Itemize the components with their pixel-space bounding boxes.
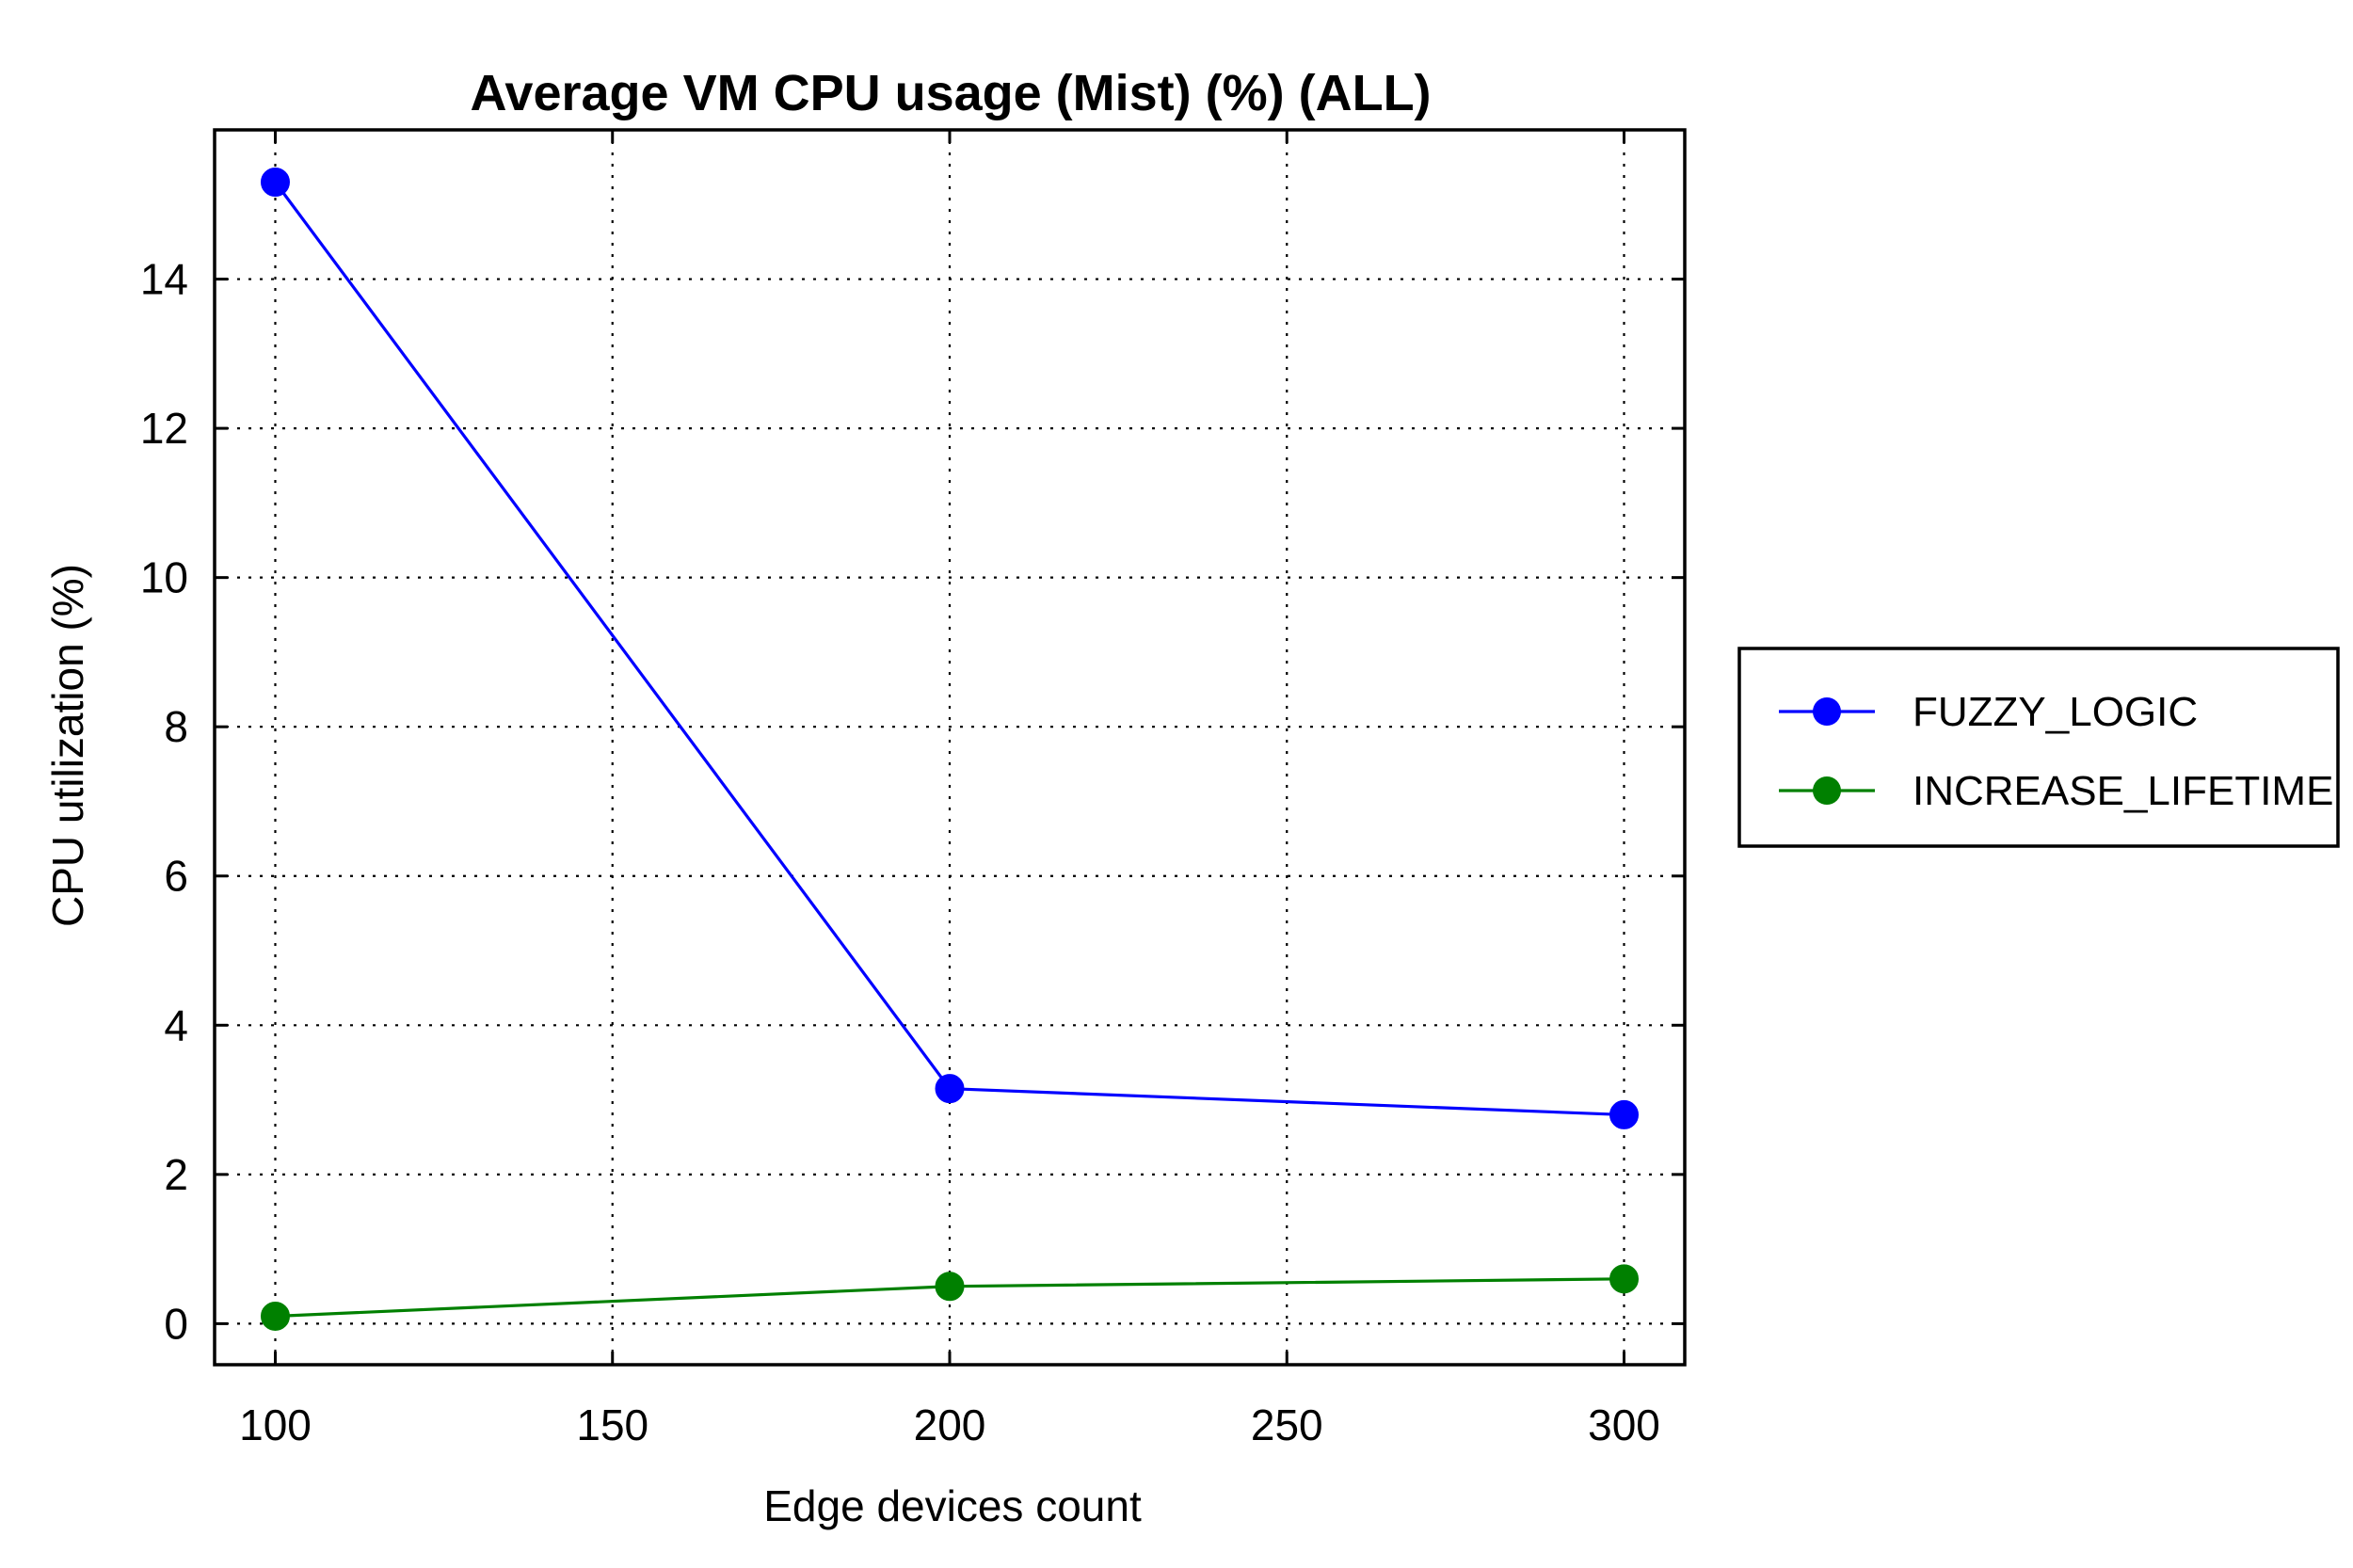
grid bbox=[215, 130, 1685, 1365]
legend-marker-fuzzy-logic bbox=[1813, 697, 1841, 726]
y-tick-label: 8 bbox=[164, 702, 188, 751]
tick-labels: 100 150 200 250 300 0 2 4 6 8 10 12 14 bbox=[140, 255, 1660, 1449]
data-point-fuzzy-logic bbox=[260, 167, 290, 197]
x-tick-label: 200 bbox=[914, 1400, 986, 1449]
data-point-increase-lifetime bbox=[935, 1272, 965, 1302]
x-tick-label: 150 bbox=[576, 1400, 648, 1449]
data-point-increase-lifetime bbox=[1609, 1264, 1640, 1294]
y-axis-label: CPU utilization (%) bbox=[43, 564, 92, 927]
data-point-fuzzy-logic bbox=[1609, 1099, 1640, 1129]
x-axis-label: Edge devices count bbox=[763, 1481, 1142, 1530]
data-point-increase-lifetime bbox=[260, 1301, 290, 1331]
y-tick-label: 12 bbox=[140, 404, 188, 453]
legend: FUZZY_LOGIC INCREASE_LIFETIME bbox=[1737, 647, 2340, 848]
x-tick-label: 300 bbox=[1588, 1400, 1660, 1449]
legend-label-increase-lifetime: INCREASE_LIFETIME bbox=[1913, 768, 2333, 814]
x-tick-label: 250 bbox=[1251, 1400, 1323, 1449]
y-tick-label: 6 bbox=[164, 852, 188, 901]
y-tick-label: 2 bbox=[164, 1150, 188, 1199]
x-tick-label: 100 bbox=[239, 1400, 312, 1449]
y-tick-label: 4 bbox=[164, 1000, 188, 1049]
legend-box bbox=[1737, 647, 2340, 848]
y-tick-label: 0 bbox=[164, 1299, 188, 1348]
axis-ticks bbox=[215, 130, 1685, 1365]
plot-frame bbox=[213, 128, 1687, 1367]
data-point-fuzzy-logic bbox=[935, 1074, 965, 1104]
chart-title: Average VM CPU usage (Mist) (%) (ALL) bbox=[470, 65, 1431, 121]
legend-label-fuzzy-logic: FUZZY_LOGIC bbox=[1913, 689, 2198, 735]
legend-marker-increase-lifetime bbox=[1813, 776, 1841, 805]
y-tick-label: 10 bbox=[140, 553, 188, 602]
y-tick-label: 14 bbox=[140, 255, 188, 304]
series-layer bbox=[260, 167, 1640, 1331]
